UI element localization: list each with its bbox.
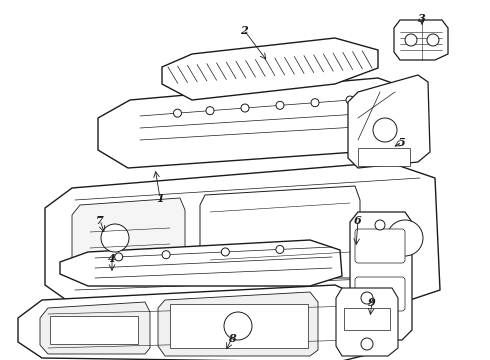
Circle shape	[375, 220, 385, 230]
Circle shape	[241, 104, 249, 112]
Text: 1: 1	[156, 193, 164, 203]
Polygon shape	[40, 302, 150, 354]
Polygon shape	[200, 186, 360, 278]
Polygon shape	[336, 288, 398, 356]
Polygon shape	[158, 292, 318, 356]
Circle shape	[162, 251, 170, 259]
Polygon shape	[18, 285, 370, 360]
Text: 9: 9	[368, 297, 376, 307]
Circle shape	[115, 253, 122, 261]
Text: 8: 8	[228, 333, 236, 343]
Polygon shape	[394, 20, 448, 60]
Text: 7: 7	[96, 215, 104, 225]
Polygon shape	[72, 198, 185, 278]
Circle shape	[427, 34, 439, 46]
Polygon shape	[60, 240, 342, 286]
Text: 2: 2	[240, 24, 248, 36]
Circle shape	[173, 109, 181, 117]
Circle shape	[405, 34, 417, 46]
Circle shape	[346, 96, 354, 104]
Circle shape	[221, 248, 229, 256]
Polygon shape	[162, 38, 378, 100]
Circle shape	[311, 99, 319, 107]
Circle shape	[101, 224, 129, 252]
Polygon shape	[350, 212, 412, 340]
Bar	[170, 304, 308, 348]
Bar	[50, 316, 138, 344]
Circle shape	[372, 310, 388, 326]
Circle shape	[276, 246, 284, 253]
Text: 3: 3	[418, 13, 426, 23]
Bar	[358, 148, 410, 166]
Polygon shape	[98, 78, 418, 168]
Polygon shape	[348, 75, 430, 168]
Circle shape	[276, 102, 284, 109]
Text: 4: 4	[108, 252, 116, 264]
Text: 6: 6	[354, 215, 362, 225]
Circle shape	[373, 118, 397, 142]
FancyBboxPatch shape	[355, 277, 405, 311]
Text: 5: 5	[398, 136, 406, 148]
FancyBboxPatch shape	[355, 229, 405, 263]
Circle shape	[361, 292, 373, 304]
Circle shape	[224, 312, 252, 340]
Circle shape	[387, 220, 423, 256]
Circle shape	[206, 107, 214, 115]
Circle shape	[361, 338, 373, 350]
Bar	[344, 308, 390, 330]
Polygon shape	[45, 162, 440, 304]
